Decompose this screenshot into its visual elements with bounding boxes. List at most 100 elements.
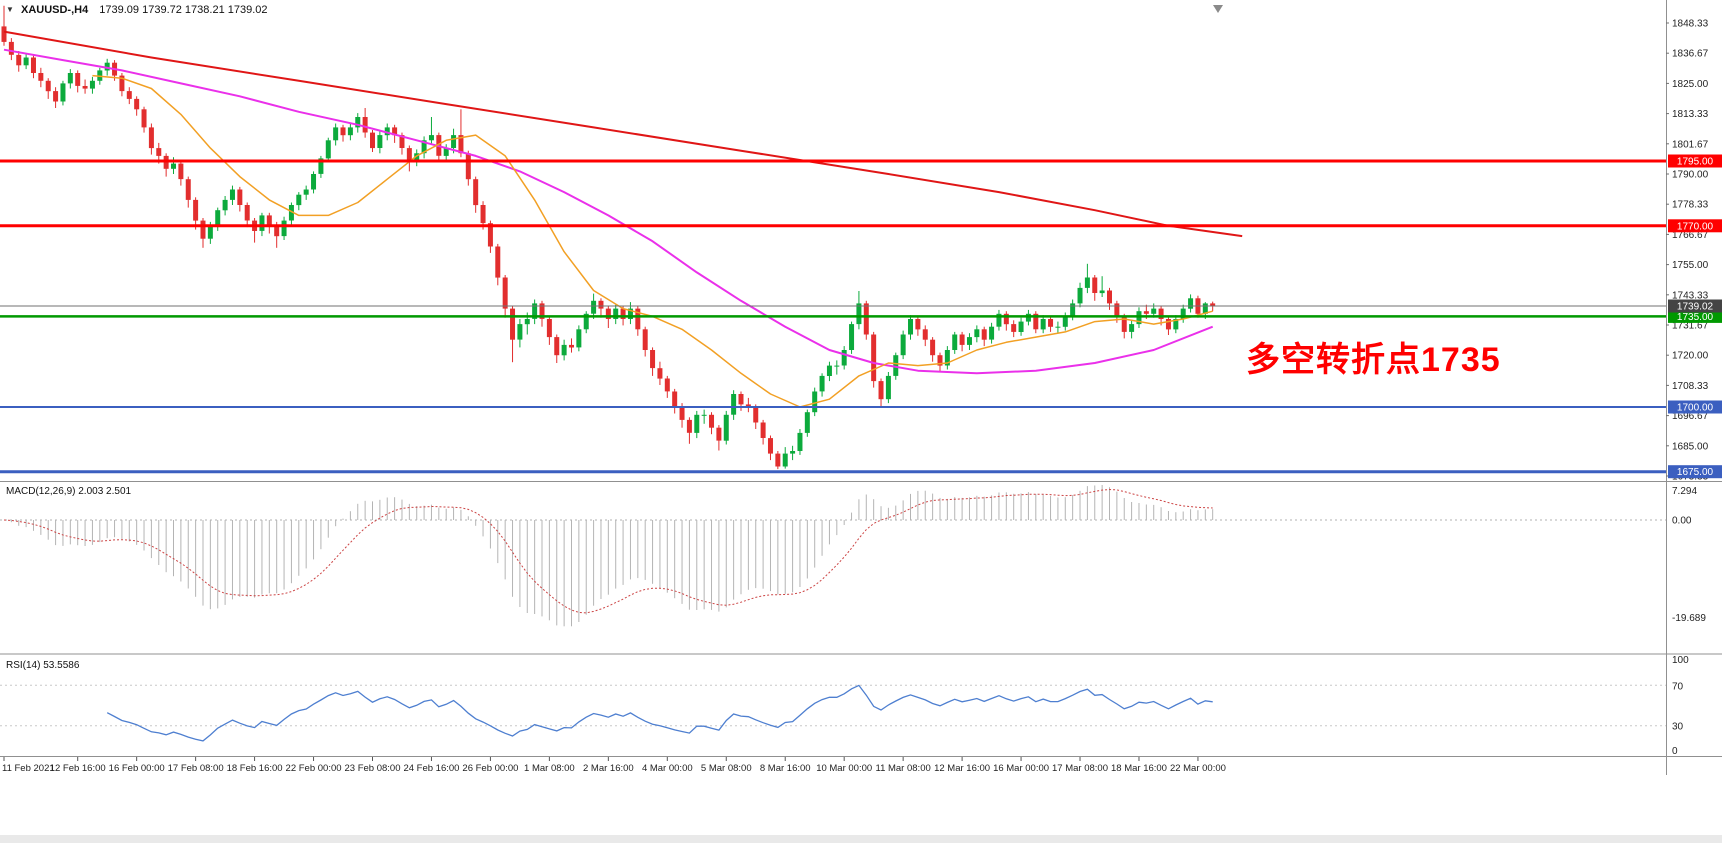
- macd-scale-label: 0.00: [1672, 516, 1692, 527]
- candle-body: [841, 350, 847, 366]
- candle-body: [502, 277, 508, 309]
- candle: [333, 123, 339, 146]
- candle: [244, 202, 250, 228]
- price-axis-label: 1708.33: [1672, 381, 1709, 392]
- candle: [119, 73, 125, 97]
- candle: [532, 299, 538, 325]
- candle-body: [1129, 324, 1135, 332]
- candle-body: [635, 308, 641, 330]
- candle-body: [104, 62, 110, 71]
- symbol-dropdown-icon[interactable]: ▼: [6, 5, 14, 14]
- candle-body: [760, 422, 766, 438]
- time-axis-label: 11 Feb 2021: [2, 763, 55, 774]
- candle: [1011, 320, 1017, 338]
- candle: [922, 325, 928, 347]
- candle-body: [753, 407, 759, 423]
- time-axis-label: 16 Mar 00:00: [993, 763, 1049, 774]
- candle-body: [406, 148, 412, 161]
- price-axis-label: 1766.67: [1672, 230, 1709, 241]
- candle: [517, 319, 523, 348]
- candle: [1084, 263, 1090, 294]
- current-price-tag: 1739.02: [1668, 299, 1722, 313]
- candle-body: [826, 365, 832, 376]
- candle: [996, 309, 1002, 331]
- candle-body: [900, 334, 906, 356]
- candle-body: [731, 394, 737, 415]
- time-axis-label: 17 Mar 08:00: [1052, 763, 1108, 774]
- candle: [193, 197, 199, 230]
- candle-body: [613, 308, 619, 319]
- candle: [694, 410, 700, 439]
- candle-body: [650, 350, 656, 369]
- candle-body: [1040, 319, 1046, 330]
- candle: [974, 325, 980, 343]
- candle-body: [399, 135, 405, 148]
- level-price-tag: 1735.00: [1668, 309, 1722, 323]
- level-price-tag: 1795.00: [1668, 154, 1722, 168]
- time-axis-label: 24 Feb 16:00: [403, 763, 459, 774]
- level-price-tag-bg: [1668, 219, 1722, 233]
- candle-body: [259, 215, 265, 231]
- candle: [465, 150, 471, 186]
- candle: [709, 412, 715, 435]
- macd-signal-line: [3, 488, 1213, 614]
- candle: [148, 123, 154, 155]
- candle: [775, 451, 781, 470]
- candle: [635, 306, 641, 336]
- candle-body: [288, 205, 294, 221]
- candle-body: [620, 308, 626, 319]
- time-axis-label: 10 Mar 00:00: [816, 763, 872, 774]
- candle-body: [16, 54, 22, 66]
- time-axis-label: 11 Mar 08:00: [875, 763, 930, 774]
- candle-body: [1, 26, 7, 42]
- time-axis-label: 12 Mar 16:00: [934, 763, 990, 774]
- candle: [237, 186, 243, 212]
- candle-body: [377, 135, 383, 148]
- candle: [421, 136, 427, 159]
- candle-body: [694, 414, 700, 433]
- candle-body: [1121, 316, 1127, 332]
- candle: [915, 316, 921, 336]
- price-axis-label: 1743.33: [1672, 290, 1709, 301]
- price-axis-label: 1825.00: [1672, 79, 1709, 90]
- candle: [871, 331, 877, 388]
- candle-body: [981, 329, 987, 340]
- candle: [583, 311, 589, 334]
- candle-body: [1055, 326, 1061, 328]
- price-axis-label: 1778.33: [1672, 200, 1709, 211]
- candle: [1121, 313, 1127, 339]
- candle-body: [591, 300, 597, 314]
- candle-body: [546, 319, 552, 338]
- candle-body: [193, 199, 199, 221]
- macd-scale-label: -19.689: [1672, 613, 1706, 624]
- candle-body: [1188, 298, 1194, 309]
- window-bottom-edge: [0, 835, 1722, 843]
- candle-body: [126, 91, 132, 99]
- candle: [782, 447, 788, 469]
- candle-body: [296, 194, 302, 206]
- candle: [1040, 315, 1046, 334]
- candle: [686, 417, 692, 444]
- candle-body: [598, 300, 604, 309]
- candle: [325, 137, 331, 163]
- candle: [23, 53, 29, 70]
- candle: [672, 388, 678, 414]
- candle-body: [1092, 277, 1098, 293]
- candle-body: [959, 334, 965, 345]
- chart-shift-marker-icon[interactable]: [1213, 5, 1223, 13]
- candle-body: [1107, 290, 1112, 304]
- candle: [1107, 287, 1112, 310]
- price-axis-label: 1801.67: [1672, 139, 1709, 150]
- candle-body: [480, 205, 486, 224]
- candle-body: [392, 127, 398, 136]
- candle-body: [863, 303, 869, 335]
- candle-body: [944, 350, 950, 366]
- candle-body: [266, 215, 272, 226]
- candle-body: [119, 75, 125, 92]
- candlestick-series[interactable]: [1, 5, 1216, 470]
- time-axis-label: 22 Mar 00:00: [1170, 763, 1226, 774]
- level-price-tag-text: 1700.00: [1677, 403, 1714, 414]
- candle-body: [996, 313, 1002, 327]
